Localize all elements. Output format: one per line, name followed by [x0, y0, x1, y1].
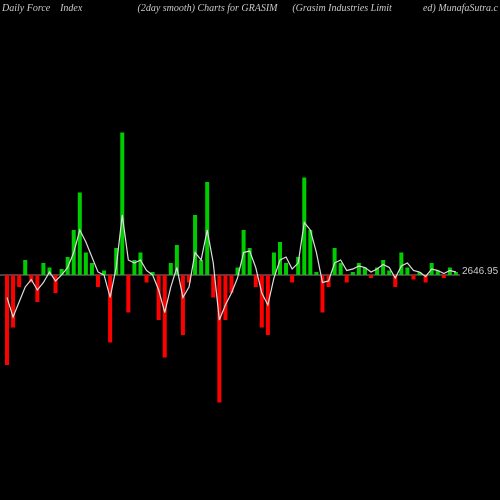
header-part-4: (Grasim Industries Limit	[292, 3, 423, 17]
chart-canvas	[0, 0, 500, 500]
force-index-chart: Daily Force Index (2day smooth) Charts f…	[0, 0, 500, 500]
chart-header: Daily Force Index (2day smooth) Charts f…	[0, 0, 500, 20]
y-axis-label: 2646.95	[462, 266, 498, 277]
header-part-2: Index	[60, 3, 137, 17]
header-part-1: Daily Force	[2, 3, 60, 17]
header-part-5: ed) MunafaSutra.c	[423, 3, 498, 17]
header-part-3: (2day smooth) Charts for GRASIM	[137, 3, 292, 17]
